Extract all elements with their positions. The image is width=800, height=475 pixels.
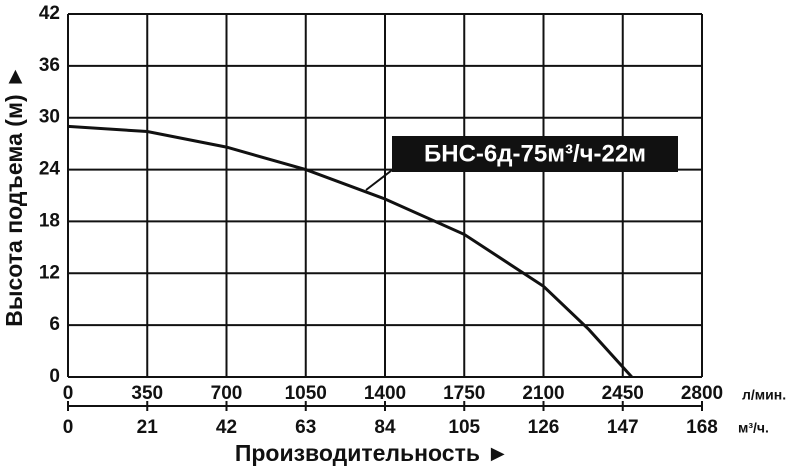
- x2-tick-label: 105: [448, 417, 480, 438]
- series-label: БНС-6д-75м³/ч-22м: [424, 140, 646, 167]
- y-tick-label: 42: [39, 3, 60, 24]
- x2-tick-label: 126: [528, 417, 560, 438]
- x-tick-label: 2450: [602, 383, 644, 404]
- x2-tick-label: 147: [607, 417, 639, 438]
- x-tick-label: 350: [131, 383, 163, 404]
- x2-tick-label: 0: [63, 417, 74, 438]
- x2-tick-label: 21: [137, 417, 159, 438]
- x-tick-label: 2100: [522, 383, 564, 404]
- y-tick-label: 24: [39, 159, 61, 180]
- x-tick-label: 2800: [681, 383, 723, 404]
- y-tick-label: 12: [39, 262, 60, 283]
- y-tick-label: 18: [39, 210, 60, 231]
- label-box: [392, 136, 678, 172]
- x-tick-label: 0: [63, 383, 74, 404]
- x-tick-label: 1050: [285, 383, 327, 404]
- x-tick-label: 1750: [443, 383, 485, 404]
- x2-tick-label: 84: [374, 417, 396, 438]
- x2-tick-label: 63: [295, 417, 316, 438]
- x-tick-label: 1400: [364, 383, 406, 404]
- y-axis-title: Высота подъема (м) ►: [1, 65, 27, 327]
- x-tick-label: 700: [211, 383, 243, 404]
- curve: [67, 124, 633, 379]
- x2-unit: м³/ч.: [738, 420, 769, 436]
- y-tick-label: 30: [39, 107, 60, 128]
- y-tick-label: 0: [49, 366, 60, 387]
- y-tick-label: 36: [39, 55, 60, 76]
- x-axis-title: Производительность ►: [235, 440, 509, 466]
- y-tick-label: 6: [49, 314, 60, 335]
- x2-tick-label: 168: [686, 417, 718, 438]
- x2-tick-label: 42: [216, 417, 237, 438]
- x-unit: л/мин.: [742, 387, 786, 403]
